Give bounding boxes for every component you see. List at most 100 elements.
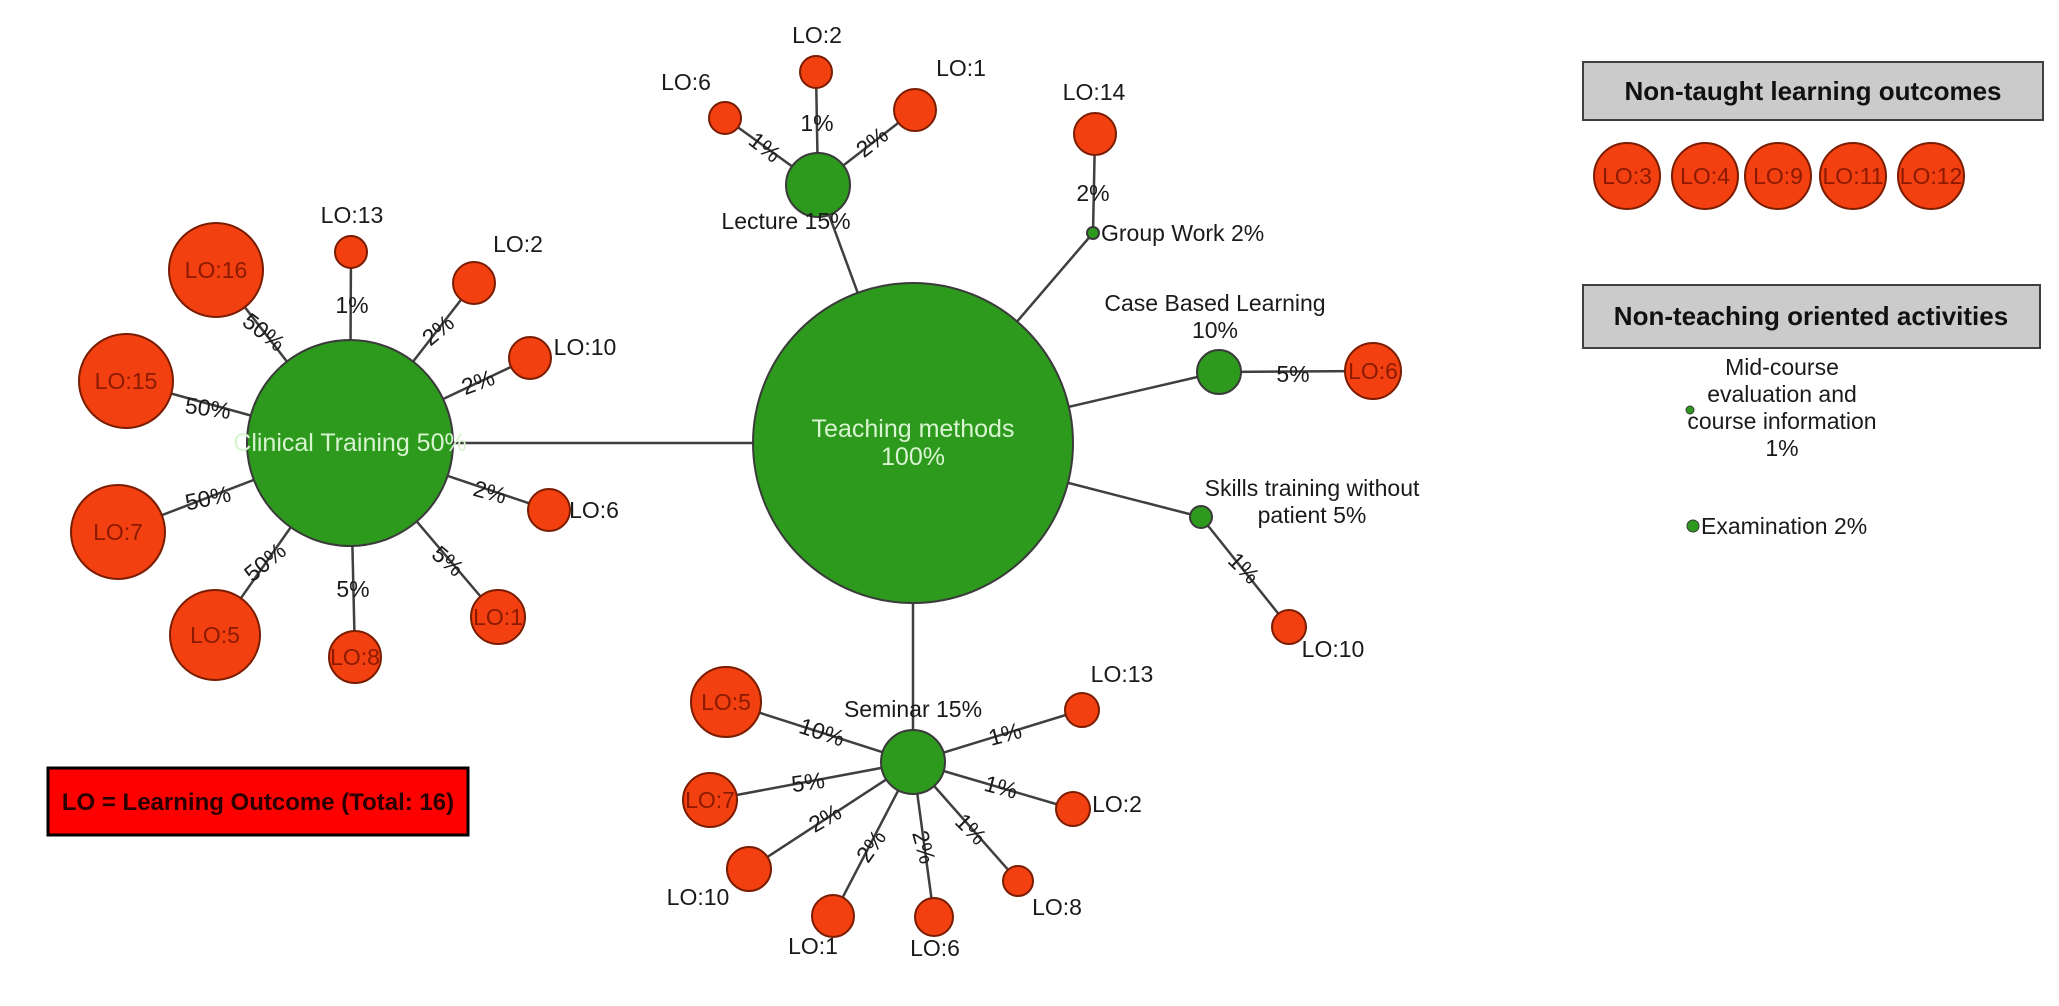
label-b6: LO:6 [1348, 358, 1398, 384]
label-s10: LO:10 [1302, 636, 1365, 662]
label-m5: LO:5 [701, 689, 751, 715]
legend-non-taught-title: Non-taught learning outcomes [1625, 76, 2002, 106]
legend-non-taught-items: LO:3 LO:4 LO:9 LO:11 LO:12 [1593, 142, 1965, 210]
node-m2-circle [1055, 791, 1091, 827]
label-m10: LO:10 [667, 884, 730, 910]
label-c13: LO:13 [321, 202, 384, 228]
legend-outcome-label: LO:3 [1602, 163, 1652, 189]
node-l6-circle [708, 101, 742, 135]
examination-dot [1686, 519, 1700, 533]
node-clinical-circle [246, 339, 454, 547]
label-cbl: Case Based Learning [1104, 290, 1325, 316]
edge-label-lecture-l2: 1% [800, 110, 833, 136]
label-l1: LO:1 [936, 55, 986, 81]
node-group-circle [1086, 226, 1100, 240]
node-c2-circle [452, 261, 496, 305]
node-g14-circle [1073, 112, 1117, 156]
edge-seminar-m7 [709, 760, 914, 802]
node-b6-circle [1344, 342, 1402, 400]
edge-label-seminar-m7: 5% [790, 767, 827, 797]
edge-label-seminar-m1: 2% [851, 825, 891, 867]
node-c7-circle [70, 484, 166, 580]
mid-course-label: evaluation and [1707, 381, 1857, 407]
legend-outcome-lo-4 [1671, 142, 1739, 210]
node-m7-circle [682, 772, 738, 828]
edge-skills-s10 [1200, 516, 1290, 628]
label-clinical: Clinical Training 50% [233, 429, 466, 457]
legend-outcome-lo-11 [1819, 142, 1887, 210]
label-c16: LO:16 [185, 257, 248, 283]
label-g14: LO:14 [1063, 79, 1126, 105]
edge-label-clinical-c5: 50% [239, 537, 291, 587]
node-c8-circle [328, 630, 382, 684]
mid-course-label: Mid-course [1725, 354, 1839, 380]
lo-callout: LO = Learning Outcome (Total: 16) [46, 766, 470, 837]
edge-label-clinical-c8: 5% [336, 576, 369, 602]
label-skills: patient 5% [1258, 502, 1367, 528]
nodes-layer [70, 55, 1402, 938]
node-lecture-circle [785, 152, 851, 218]
label-m7: LO:7 [685, 787, 735, 813]
edge-label-clinical-c13: 1% [335, 292, 368, 318]
node-m10-circle [726, 846, 772, 892]
legend-non-taught-box [1582, 61, 2044, 121]
label-m2: LO:2 [1092, 791, 1142, 817]
node-skills-circle [1189, 505, 1213, 529]
edge-label-group-g14: 2% [1076, 180, 1109, 206]
node-cbl-circle [1196, 349, 1242, 395]
label-m6: LO:6 [910, 935, 960, 961]
node-m1-circle [811, 894, 855, 938]
edge-label-clinical-c10: 2% [458, 364, 498, 400]
mid-course-dot [1685, 405, 1695, 415]
legend-outcome-lo-12 [1897, 142, 1965, 210]
label-seminar: Seminar 15% [844, 696, 982, 722]
label-m1: LO:1 [788, 933, 838, 959]
edge-label-seminar-m5: 10% [796, 713, 848, 752]
edge-label-cbl-b6: 5% [1276, 361, 1309, 387]
label-teaching: 100% [881, 443, 945, 471]
node-c10-circle [508, 336, 552, 380]
legend-non-teaching-title: Non-teaching oriented activities [1614, 301, 2008, 331]
node-c15-circle [78, 333, 174, 429]
edge-label-lecture-l1: 2% [851, 122, 893, 163]
label-c2: LO:2 [493, 231, 543, 257]
label-c6: LO:6 [569, 497, 619, 523]
label-skills: Skills training without [1205, 475, 1420, 501]
edge-label-clinical-c16: 50% [238, 308, 290, 357]
node-m5-circle [690, 666, 762, 738]
edge-label-clinical-c7: 50% [183, 480, 233, 515]
edge-label-seminar-m6: 2% [907, 828, 941, 867]
legend-non-teaching-box [1582, 284, 2041, 349]
label-c8: LO:8 [330, 644, 380, 670]
label-c5: LO:5 [190, 622, 240, 648]
lo-callout-box [46, 766, 470, 837]
node-m8-circle [1002, 865, 1034, 897]
edge-label-clinical-c2: 2% [417, 309, 459, 350]
legend-outcome-label: LO:11 [1823, 163, 1884, 189]
label-teaching: Teaching methods [812, 415, 1015, 443]
node-c5-circle [169, 589, 261, 681]
node-c16-circle [168, 222, 264, 318]
label-l6: LO:6 [661, 69, 711, 95]
label-m13: LO:13 [1091, 661, 1154, 687]
label-c1: LO:1 [473, 604, 523, 630]
legend-outcome-lo-3 [1593, 142, 1661, 210]
node-c13-circle [334, 235, 368, 269]
label-c15: LO:15 [95, 368, 158, 394]
node-c1-circle [470, 589, 526, 645]
node-m6-circle [914, 897, 954, 937]
legend-non-teaching: Non-teaching oriented activities Mid-cou… [1582, 284, 2041, 539]
node-m13-circle [1064, 692, 1100, 728]
mid-course-label: course information [1687, 408, 1876, 434]
legend-outcome-label: LO:4 [1680, 163, 1730, 189]
label-cbl: 10% [1192, 317, 1238, 343]
lo-callout-text: LO = Learning Outcome (Total: 16) [62, 789, 454, 816]
legend-non-taught: Non-taught learning outcomes LO:3 LO:4 LO:… [1582, 61, 2044, 210]
label-l2: LO:2 [792, 22, 842, 48]
node-seminar-circle [880, 729, 946, 795]
legend-outcome-label: LO:9 [1753, 163, 1803, 189]
node-s10-circle [1271, 609, 1307, 645]
node-l2-circle [799, 55, 833, 89]
label-c7: LO:7 [93, 519, 143, 545]
